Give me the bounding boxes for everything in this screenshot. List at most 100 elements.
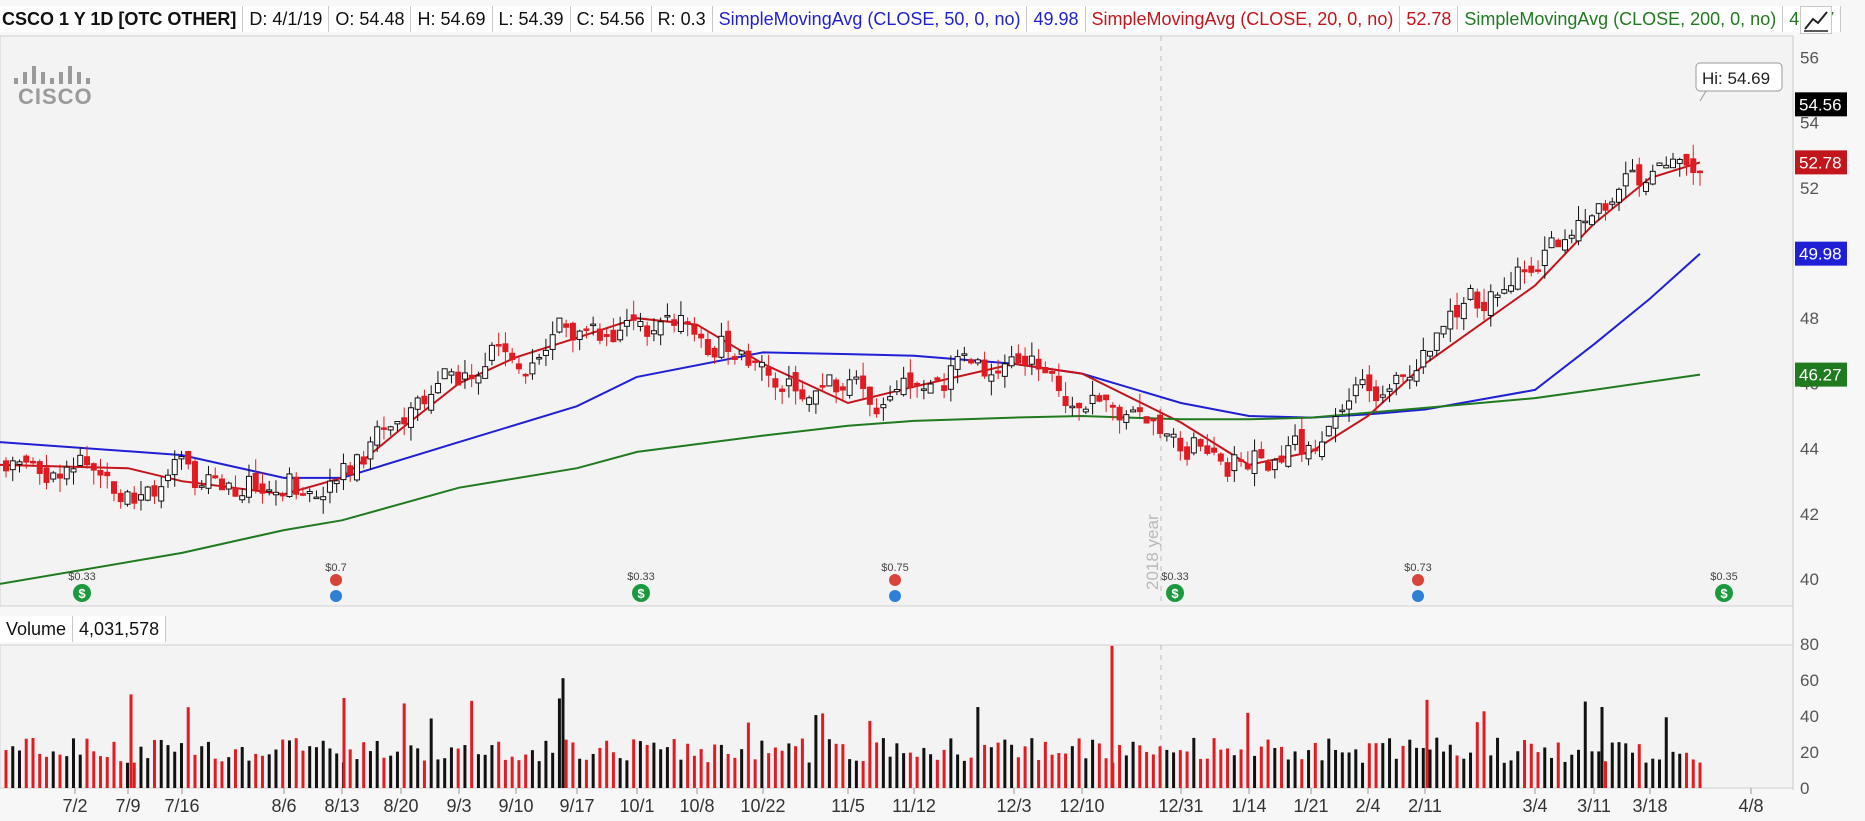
range-readout: R: 0.3 (651, 6, 713, 32)
candle-body (50, 472, 57, 480)
candle-body (542, 349, 549, 356)
volume-axis[interactable]: 0 20 40 60 80 (1800, 635, 1819, 798)
candle (509, 347, 516, 364)
candle (110, 481, 117, 502)
candle-body (860, 375, 867, 389)
dividend-icon (73, 584, 91, 602)
candle-body (549, 334, 556, 350)
sma20-value: 52.78 (1400, 6, 1459, 32)
dividend-marker[interactable]: $0.33 $ (1161, 571, 1189, 602)
candle (914, 381, 921, 398)
candle (617, 316, 624, 343)
price-panel (0, 35, 1794, 607)
volume-bar (794, 746, 798, 788)
candle-body (1076, 402, 1083, 409)
date-tick-label: 1/21 (1293, 796, 1328, 816)
volume-bar (672, 739, 676, 788)
candle-body (1184, 446, 1191, 460)
volume-bar (1118, 745, 1122, 788)
candle (191, 458, 198, 496)
volume-bar (1030, 738, 1034, 788)
candle-body (1683, 153, 1690, 166)
candle (806, 395, 813, 412)
candle (455, 364, 462, 386)
candle (1636, 157, 1643, 197)
candle (1386, 383, 1393, 403)
candle (772, 372, 779, 401)
earnings-icon (330, 574, 342, 586)
candle-body (974, 359, 981, 364)
candle (83, 445, 90, 469)
date-axis[interactable]: 7/2 7/9 7/16 8/6 8/13 8/20 9/3 9/10 9/17 10/1 10/8… (62, 788, 1764, 816)
volume-bar (976, 707, 980, 788)
earnings-marker[interactable]: $0.7 (325, 562, 347, 602)
volume-bar (1138, 745, 1142, 788)
candle-body (272, 491, 279, 496)
candle-body (569, 322, 576, 341)
candle-body (1298, 429, 1305, 455)
candle (468, 364, 475, 388)
candle-body (691, 324, 698, 335)
volume-bar (915, 756, 919, 788)
volume-bar (1259, 746, 1263, 788)
volume-bar (510, 756, 514, 788)
chart-frames (0, 35, 1794, 790)
candle-body (1143, 416, 1150, 424)
year-marker: 2018 year (1143, 514, 1162, 590)
volume-bar (962, 760, 966, 788)
candle-body (374, 426, 381, 446)
candle-body (644, 325, 651, 337)
candle (1001, 354, 1008, 388)
volume-header: Volume 4,031,578 (0, 614, 167, 644)
volume-bar (942, 749, 946, 788)
volume-bar (1374, 743, 1378, 788)
earnings-marker[interactable]: $0.75 (881, 562, 909, 602)
volume-bar (1293, 751, 1297, 788)
volume-bar (1469, 752, 1473, 788)
sma50-label[interactable]: SimpleMovingAvg (CLOSE, 50, 0, no) (712, 6, 1028, 32)
price-axis[interactable]: 4042444648525456 (1800, 48, 1819, 589)
drawing-tool-button[interactable] (1800, 6, 1832, 34)
candle (1076, 402, 1083, 421)
candle (1116, 404, 1123, 434)
candle (137, 481, 144, 511)
candle (488, 342, 495, 366)
date-tick-label: 10/22 (740, 796, 785, 816)
volume-bar (71, 738, 75, 788)
candle-body (1514, 266, 1521, 290)
volume-bar (1334, 749, 1338, 788)
dividend-marker[interactable]: $0.33 $ (627, 571, 655, 602)
price-tick-label: 42 (1800, 505, 1819, 524)
candle-body (1292, 435, 1299, 445)
volume-bar (1178, 750, 1182, 788)
candle (279, 491, 286, 502)
sma200-label[interactable]: SimpleMovingAvg (CLOSE, 200, 0, no) (1458, 6, 1784, 32)
candle (1487, 284, 1494, 327)
candle (50, 470, 57, 483)
earnings-icon (1412, 574, 1424, 586)
volume-bar (834, 743, 838, 788)
volume-bar (1340, 752, 1344, 788)
candle (326, 468, 333, 504)
candle (529, 348, 536, 380)
earnings-marker[interactable]: $0.73 (1404, 562, 1432, 602)
dividend-marker[interactable]: $0.35 $ (1710, 571, 1738, 602)
volume-label[interactable]: Volume (0, 616, 74, 642)
dividend-marker[interactable]: $0.33 $ (68, 571, 96, 602)
candle-body (650, 330, 657, 335)
candle (1028, 342, 1035, 376)
volume-bar (220, 761, 224, 788)
candle-body (1636, 164, 1643, 186)
candle (819, 373, 826, 391)
candle (36, 459, 43, 485)
candle-body (1305, 444, 1312, 460)
volume-bar (1651, 758, 1655, 788)
volume-bar (1077, 738, 1081, 788)
price-tag-label: 54.56 (1799, 95, 1842, 114)
symbol-label[interactable]: CSCO 1 Y 1D [OTC OTHER] (0, 6, 244, 32)
candle (97, 458, 104, 489)
sma20-label[interactable]: SimpleMovingAvg (CLOSE, 20, 0, no) (1085, 6, 1401, 32)
sma50-value: 49.98 (1027, 6, 1086, 32)
volume-bar (267, 754, 271, 788)
